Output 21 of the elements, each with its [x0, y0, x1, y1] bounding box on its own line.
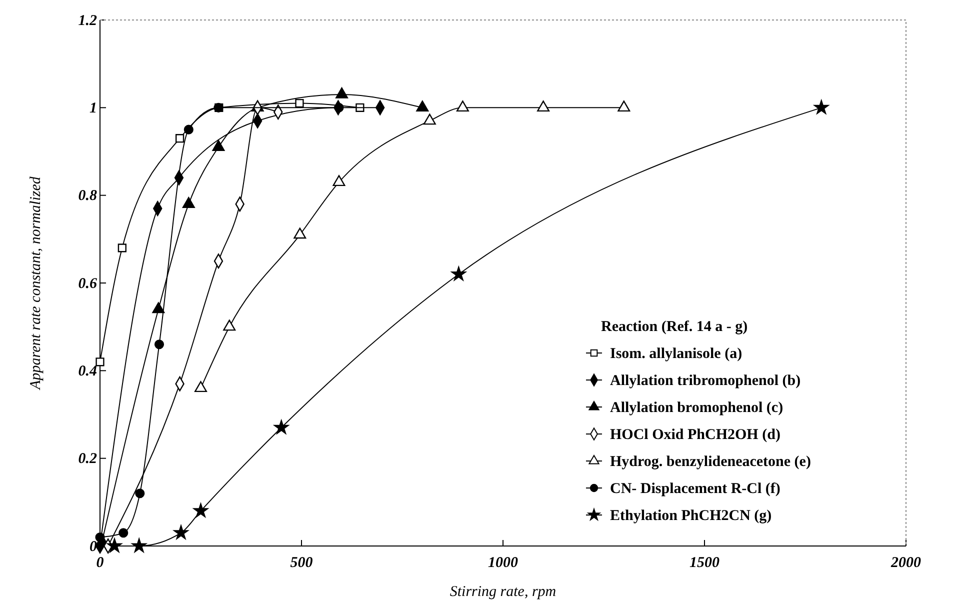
y-tick-label: 1.2 — [78, 12, 98, 29]
y-tick-label: 0.6 — [78, 276, 98, 292]
y-axis-title: Apparent rate constant, normalized — [28, 176, 44, 390]
x-tick-label: 1000 — [488, 555, 518, 571]
y-tick-label: 0.8 — [78, 188, 98, 204]
legend-label: Isom. allylanisole (a) — [610, 346, 742, 362]
x-tick-label: 500 — [290, 555, 314, 571]
legend-label: Ethylation PhCH2CN (g) — [610, 508, 772, 524]
legend-label: Allylation tribromophenol (b) — [610, 373, 801, 389]
legend-label: HOCl Oxid PhCH2OH (d) — [610, 427, 780, 443]
x-tick-label: 2000 — [890, 555, 922, 571]
y-tick-label: 0.4 — [78, 363, 98, 380]
legend-title: Reaction (Ref. 14 a - g) — [601, 319, 748, 335]
x-axis-title: Stirring rate, rpm — [450, 584, 556, 600]
legend-label: CN- Displacement R-Cl (f) — [610, 481, 780, 497]
y-tick-label: 0.2 — [78, 451, 98, 468]
legend-label: Allylation bromophenol (c) — [610, 400, 784, 416]
x-tick-label: 1500 — [690, 555, 720, 571]
y-tick-label: 0 — [90, 538, 98, 555]
legend-label: Hydrog. benzylideneacetone (e) — [610, 454, 811, 470]
y-tick-label: 1 — [90, 100, 97, 116]
